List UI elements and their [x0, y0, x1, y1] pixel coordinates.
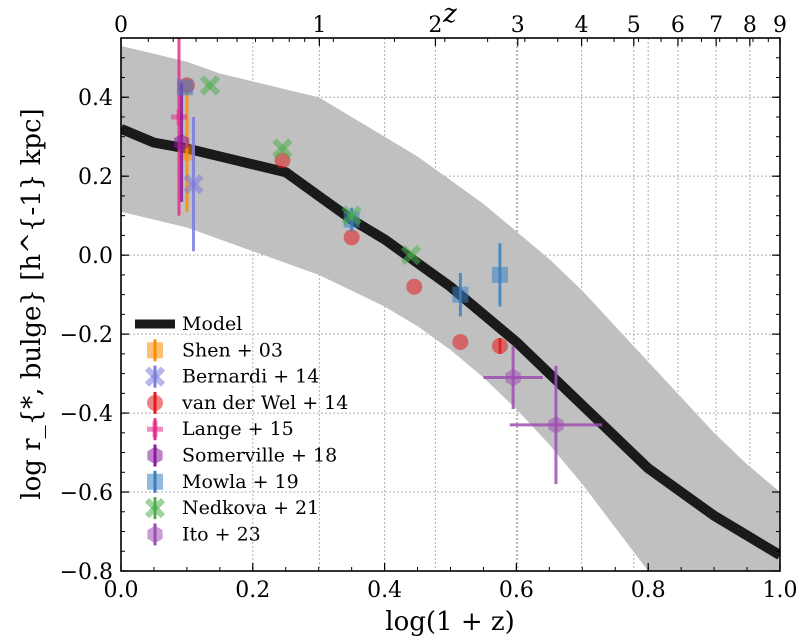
legend: Model Shen + 03 Bernardi + 14 van der Wel +…	[135, 313, 348, 546]
y-tick-label: −0.2	[60, 323, 113, 348]
legend-label: van der Wel + 14	[181, 392, 348, 414]
legend-marker	[144, 497, 166, 519]
x-tick-label: 0.0	[104, 578, 139, 603]
x-tick-label: 1.0	[763, 578, 798, 603]
y-tick-label: −0.8	[60, 560, 113, 585]
legend-marker	[147, 394, 163, 411]
top-tick-label: 9	[773, 13, 787, 38]
van-der-wel-14-point	[343, 229, 360, 246]
legend-marker	[147, 421, 163, 438]
nedkova-21-point-stroke	[341, 205, 362, 226]
bernardi-14-point	[183, 173, 204, 195]
mowla-19-point	[491, 266, 508, 283]
top-tick-label: 6	[671, 13, 685, 38]
top-tick-label: 0	[114, 13, 128, 38]
top-tick-label: 7	[709, 13, 723, 38]
legend-item: Mowla + 19	[147, 470, 299, 493]
nedkova-21-point-stroke	[199, 75, 221, 96]
nedkova-21-point	[199, 75, 221, 96]
x-tick-label: 0.8	[631, 578, 666, 603]
legend-label: Model	[182, 313, 242, 335]
legend-label: Shen + 03	[182, 339, 283, 361]
bernardi-14-point-stroke	[183, 173, 204, 195]
x-tick-label: 0.4	[367, 578, 402, 603]
top-axis-title: z	[442, 0, 457, 29]
legend-item: Nedkova + 21	[144, 497, 319, 520]
legend-item: Somerville + 18	[147, 444, 337, 467]
van-der-wel-14-point	[406, 278, 423, 295]
x-axis-title: log(1 + z)	[385, 607, 514, 637]
legend-marker	[147, 446, 163, 465]
legend-item: Ito + 23	[147, 523, 261, 546]
legend-marker	[147, 342, 163, 359]
top-tick-label: 4	[575, 13, 589, 38]
y-tick-label: −0.6	[60, 481, 113, 506]
top-tick-label: 1	[312, 13, 326, 38]
legend-marker-stroke	[144, 366, 166, 387]
legend-marker	[147, 525, 163, 544]
mowla-19-point	[452, 286, 469, 303]
legend-marker	[147, 473, 163, 490]
mowla-19-point	[176, 79, 193, 96]
model-line	[121, 124, 780, 560]
legend-label: Lange + 15	[182, 418, 294, 440]
legend-item: Lange + 15	[147, 418, 294, 441]
nedkova-21-point	[400, 245, 422, 266]
ito-23-point	[505, 368, 521, 387]
legend-label: Ito + 23	[182, 523, 261, 545]
legend-marker-stroke	[144, 497, 166, 519]
legend-label: Mowla + 19	[182, 471, 299, 493]
van-der-wel-14-point	[452, 334, 469, 351]
top-tick-label: 3	[511, 13, 525, 38]
nedkova-21-point-stroke	[400, 245, 422, 266]
x-tick-label: 0.2	[235, 578, 270, 603]
legend-label: Bernardi + 14	[182, 366, 319, 388]
ito-23-point	[548, 416, 564, 434]
y-axis-title: log r_{*, bulge} [h^{-1} kpc]	[17, 108, 47, 499]
top-tick-label: 5	[627, 13, 641, 38]
y-tick-label: 0.2	[78, 165, 113, 190]
nedkova-21-point	[272, 138, 293, 159]
top-tick-label: 8	[743, 13, 757, 38]
top-tick-label: 2	[428, 13, 442, 38]
y-tick-label: 0.0	[78, 244, 113, 269]
van-der-wel-14-point	[491, 337, 508, 354]
legend-label: Nedkova + 21	[182, 497, 319, 519]
y-tick-label: −0.4	[60, 402, 113, 427]
legend-marker	[144, 366, 166, 387]
legend-item: Shen + 03	[147, 339, 283, 362]
legend-item: Bernardi + 14	[144, 365, 319, 388]
legend-label: Somerville + 18	[182, 445, 337, 467]
nedkova-21-point	[341, 205, 362, 226]
y-tick-label: 0.4	[78, 86, 113, 111]
somerville-18-point	[174, 133, 190, 152]
lange-15-point	[170, 108, 187, 125]
nedkova-21-point-stroke	[272, 138, 293, 159]
legend-item: van der Wel + 14	[147, 391, 348, 414]
x-tick-label: 0.6	[499, 578, 534, 603]
